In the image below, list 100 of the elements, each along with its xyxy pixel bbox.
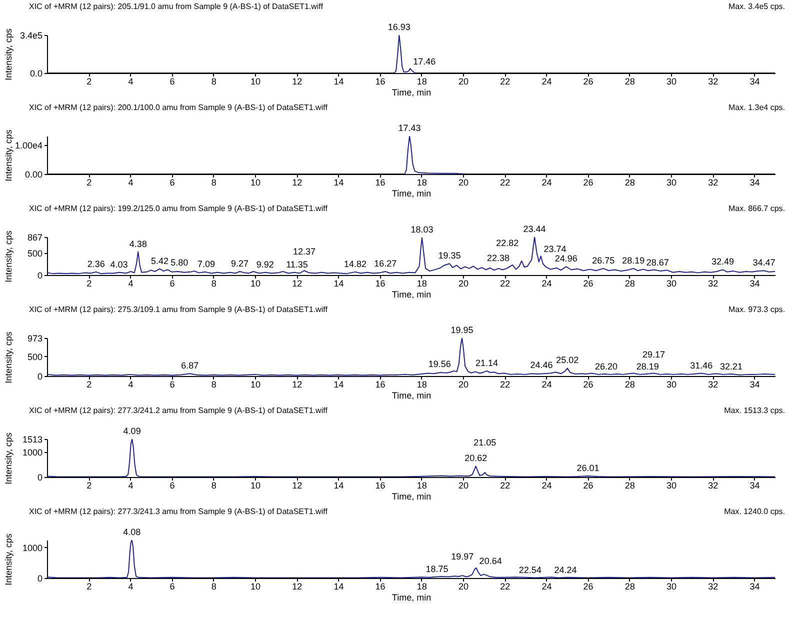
annotation: 26.20 [594, 361, 618, 372]
x-axis-title: Time, min [392, 290, 432, 300]
x-tick-label: 30 [666, 76, 677, 86]
x-tick-label: 24 [542, 480, 552, 490]
y-tick-label: 1513 [22, 434, 42, 444]
x-tick-label: 16 [375, 76, 386, 86]
annotation: 23.74 [544, 244, 566, 254]
x-tick-label: 6 [170, 380, 175, 390]
x-tick-label: 18 [416, 178, 427, 188]
annotation: 4.08 [123, 527, 141, 537]
x-tick-label: 30 [666, 278, 677, 288]
x-tick-label: 18 [416, 380, 427, 390]
x-tick-label: 30 [666, 380, 677, 390]
x-tick-label: 20 [458, 480, 469, 490]
x-tick-label: 2 [86, 480, 92, 490]
x-tick-label: 22 [500, 380, 510, 390]
y-tick-label: 1000 [22, 447, 42, 458]
x-tick-label: 26 [583, 582, 594, 592]
annotation: 16.93 [388, 22, 410, 32]
annotation: 21.14 [475, 358, 498, 368]
x-tick-label: 12 [292, 582, 302, 592]
x-axis-title: Time, min [392, 390, 432, 400]
x-tick-label: 8 [211, 76, 216, 86]
annotation: 19.56 [428, 358, 451, 369]
x-tick-label: 8 [211, 178, 216, 188]
annotation: 11.35 [286, 259, 308, 270]
annotation: 20.64 [479, 556, 502, 566]
x-tick-label: 24 [542, 178, 552, 188]
x-tick-label: 2 [86, 76, 92, 86]
annotation: 19.95 [450, 325, 474, 335]
annotation: 28.19 [622, 255, 645, 266]
x-tick-label: 16 [375, 178, 386, 188]
x-axis-title: Time, min [392, 492, 432, 502]
x-tick-label: 14 [334, 380, 344, 390]
annotation: 26.01 [576, 462, 600, 473]
y-tick-label: 3.4e5 [20, 30, 42, 40]
annotation: 20.62 [464, 453, 488, 464]
x-tick-label: 26 [583, 278, 594, 288]
x-tick-label: 10 [250, 278, 261, 288]
annotation: 23.44 [523, 224, 546, 234]
y-tick-label: 500 [27, 352, 42, 362]
x-tick-label: 34 [750, 480, 760, 490]
x-tick-label: 34 [750, 76, 760, 86]
annotation: 17.46 [413, 56, 436, 67]
x-tick-label: 28 [624, 380, 635, 390]
line-series [48, 35, 775, 73]
y-tick-label: 500 [27, 248, 42, 259]
x-tick-label: 22 [500, 76, 510, 86]
annotation: 28.19 [636, 361, 659, 372]
x-tick-label: 28 [624, 76, 635, 86]
x-tick-label: 10 [250, 480, 261, 490]
y-tick-label: 0.00 [24, 170, 42, 180]
chart-title: XIC of +MRM (12 pairs): 275.3/109.1 amu from Sample 9 (A-BS-1) of DataSET1.wiff [29, 305, 328, 314]
x-tick-label: 30 [666, 582, 677, 592]
x-tick-label: 22 [500, 582, 510, 592]
y-tick-label: 0.0 [30, 68, 42, 78]
x-tick-label: 6 [170, 278, 175, 288]
line-series [48, 338, 775, 376]
annotation: 28.67 [646, 257, 669, 268]
annotation: 24.46 [530, 360, 553, 370]
line-series [48, 136, 775, 174]
x-tick-label: 14 [334, 278, 344, 288]
chart-subtitle: Max. 1240.0 cps. [724, 507, 785, 516]
chart-subtitle: Max. 1.3e4 cps. [728, 103, 785, 112]
x-tick-label: 8 [211, 480, 216, 490]
chart-title: XIC of +MRM (12 pairs): 277.3/241.3 amu from Sample 9 (A-BS-1) of DataSET1.wiff [29, 507, 328, 516]
x-tick-label: 34 [750, 380, 760, 390]
chart-subtitle: Max. 3.4e5 cps. [728, 2, 785, 11]
x-axis-title: Time, min [392, 88, 432, 98]
annotation: 12.37 [293, 246, 316, 257]
annotation: 29.17 [642, 349, 665, 360]
x-tick-label: 6 [170, 178, 175, 188]
chart-subtitle: Max. 866.7 cps. [728, 204, 785, 213]
x-tick-label: 12 [292, 178, 302, 188]
x-tick-label: 34 [750, 178, 760, 188]
annotation: 17.43 [398, 123, 421, 133]
x-tick-label: 16 [375, 480, 386, 490]
x-tick-label: 4 [128, 278, 134, 288]
annotation: 22.38 [486, 252, 510, 263]
x-tick-label: 12 [292, 380, 302, 390]
x-tick-label: 32 [708, 178, 718, 188]
x-tick-label: 20 [458, 178, 469, 188]
annotation: 22.54 [518, 565, 542, 576]
y-tick-label: 1000 [22, 542, 42, 553]
x-tick-label: 4 [128, 582, 134, 592]
line-series [48, 237, 775, 274]
x-tick-label: 2 [86, 582, 92, 592]
chart-title: XIC of +MRM (12 pairs): 200.1/100.0 amu from Sample 9 (A-BS-1) of DataSET1.wiff [29, 103, 328, 112]
x-tick-label: 32 [708, 380, 718, 390]
y-tick-label: 867 [27, 232, 42, 242]
x-tick-label: 28 [624, 278, 635, 288]
x-axis-title: Time, min [392, 592, 432, 602]
y-axis-title: Intensity, cps [4, 533, 14, 586]
annotation: 25.02 [556, 355, 579, 366]
chart-title: XIC of +MRM (12 pairs): 199.2/125.0 amu from Sample 9 (A-BS-1) of DataSET1.wiff [29, 204, 328, 213]
line-series [48, 540, 775, 578]
x-tick-label: 16 [375, 380, 386, 390]
x-tick-label: 12 [292, 278, 302, 288]
annotation: 31.46 [690, 360, 713, 370]
x-tick-label: 20 [458, 582, 469, 592]
